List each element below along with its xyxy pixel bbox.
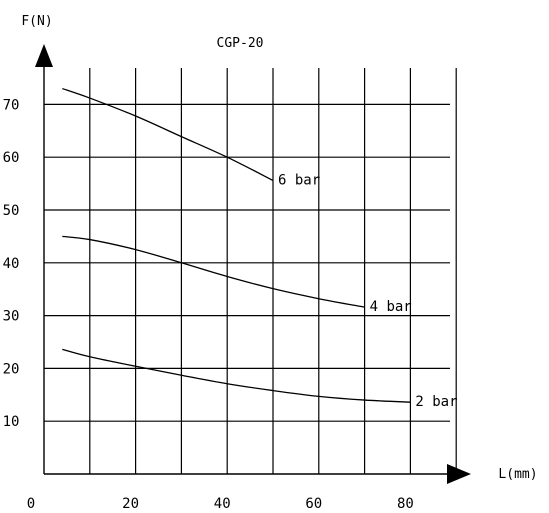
y-axis-arrow-icon <box>35 44 53 67</box>
y-tick-label-40: 40 <box>3 256 20 272</box>
x-tick-label-0: 0 <box>27 496 35 512</box>
x-axis-arrow-icon <box>447 464 471 484</box>
ticks-layer: 10 20 30 40 50 60 70 0 20 40 60 80 <box>3 97 414 512</box>
series-label-4-bar: 4 bar <box>370 299 412 315</box>
y-tick-label-60: 60 <box>3 150 20 166</box>
y-tick-label-10: 10 <box>3 414 20 430</box>
y-tick-label-20: 20 <box>3 361 20 377</box>
labels-layer: CGP-20 F(N) L(mm) 6 bar 4 bar 2 bar <box>21 14 537 482</box>
series-label-2-bar: 2 bar <box>415 394 457 410</box>
x-tick-label-80: 80 <box>397 496 414 512</box>
y-tick-label-30: 30 <box>3 309 20 325</box>
axes-layer <box>35 44 471 484</box>
y-tick-label-70: 70 <box>3 97 20 113</box>
x-axis-label: L(mm) <box>498 467 537 482</box>
y-axis-label: F(N) <box>21 14 52 29</box>
x-tick-label-40: 40 <box>214 496 231 512</box>
series-line-4-bar <box>62 235 365 308</box>
grid-layer <box>44 68 457 474</box>
y-tick-label-50: 50 <box>3 203 20 219</box>
series-line-6-bar <box>62 87 274 182</box>
x-tick-label-60: 60 <box>305 496 322 512</box>
series-label-6-bar: 6 bar <box>278 172 320 188</box>
series-layer <box>62 87 411 403</box>
series-line-2-bar <box>62 348 411 403</box>
x-tick-label-20: 20 <box>122 496 139 512</box>
chart-title: CGP-20 <box>217 36 264 51</box>
